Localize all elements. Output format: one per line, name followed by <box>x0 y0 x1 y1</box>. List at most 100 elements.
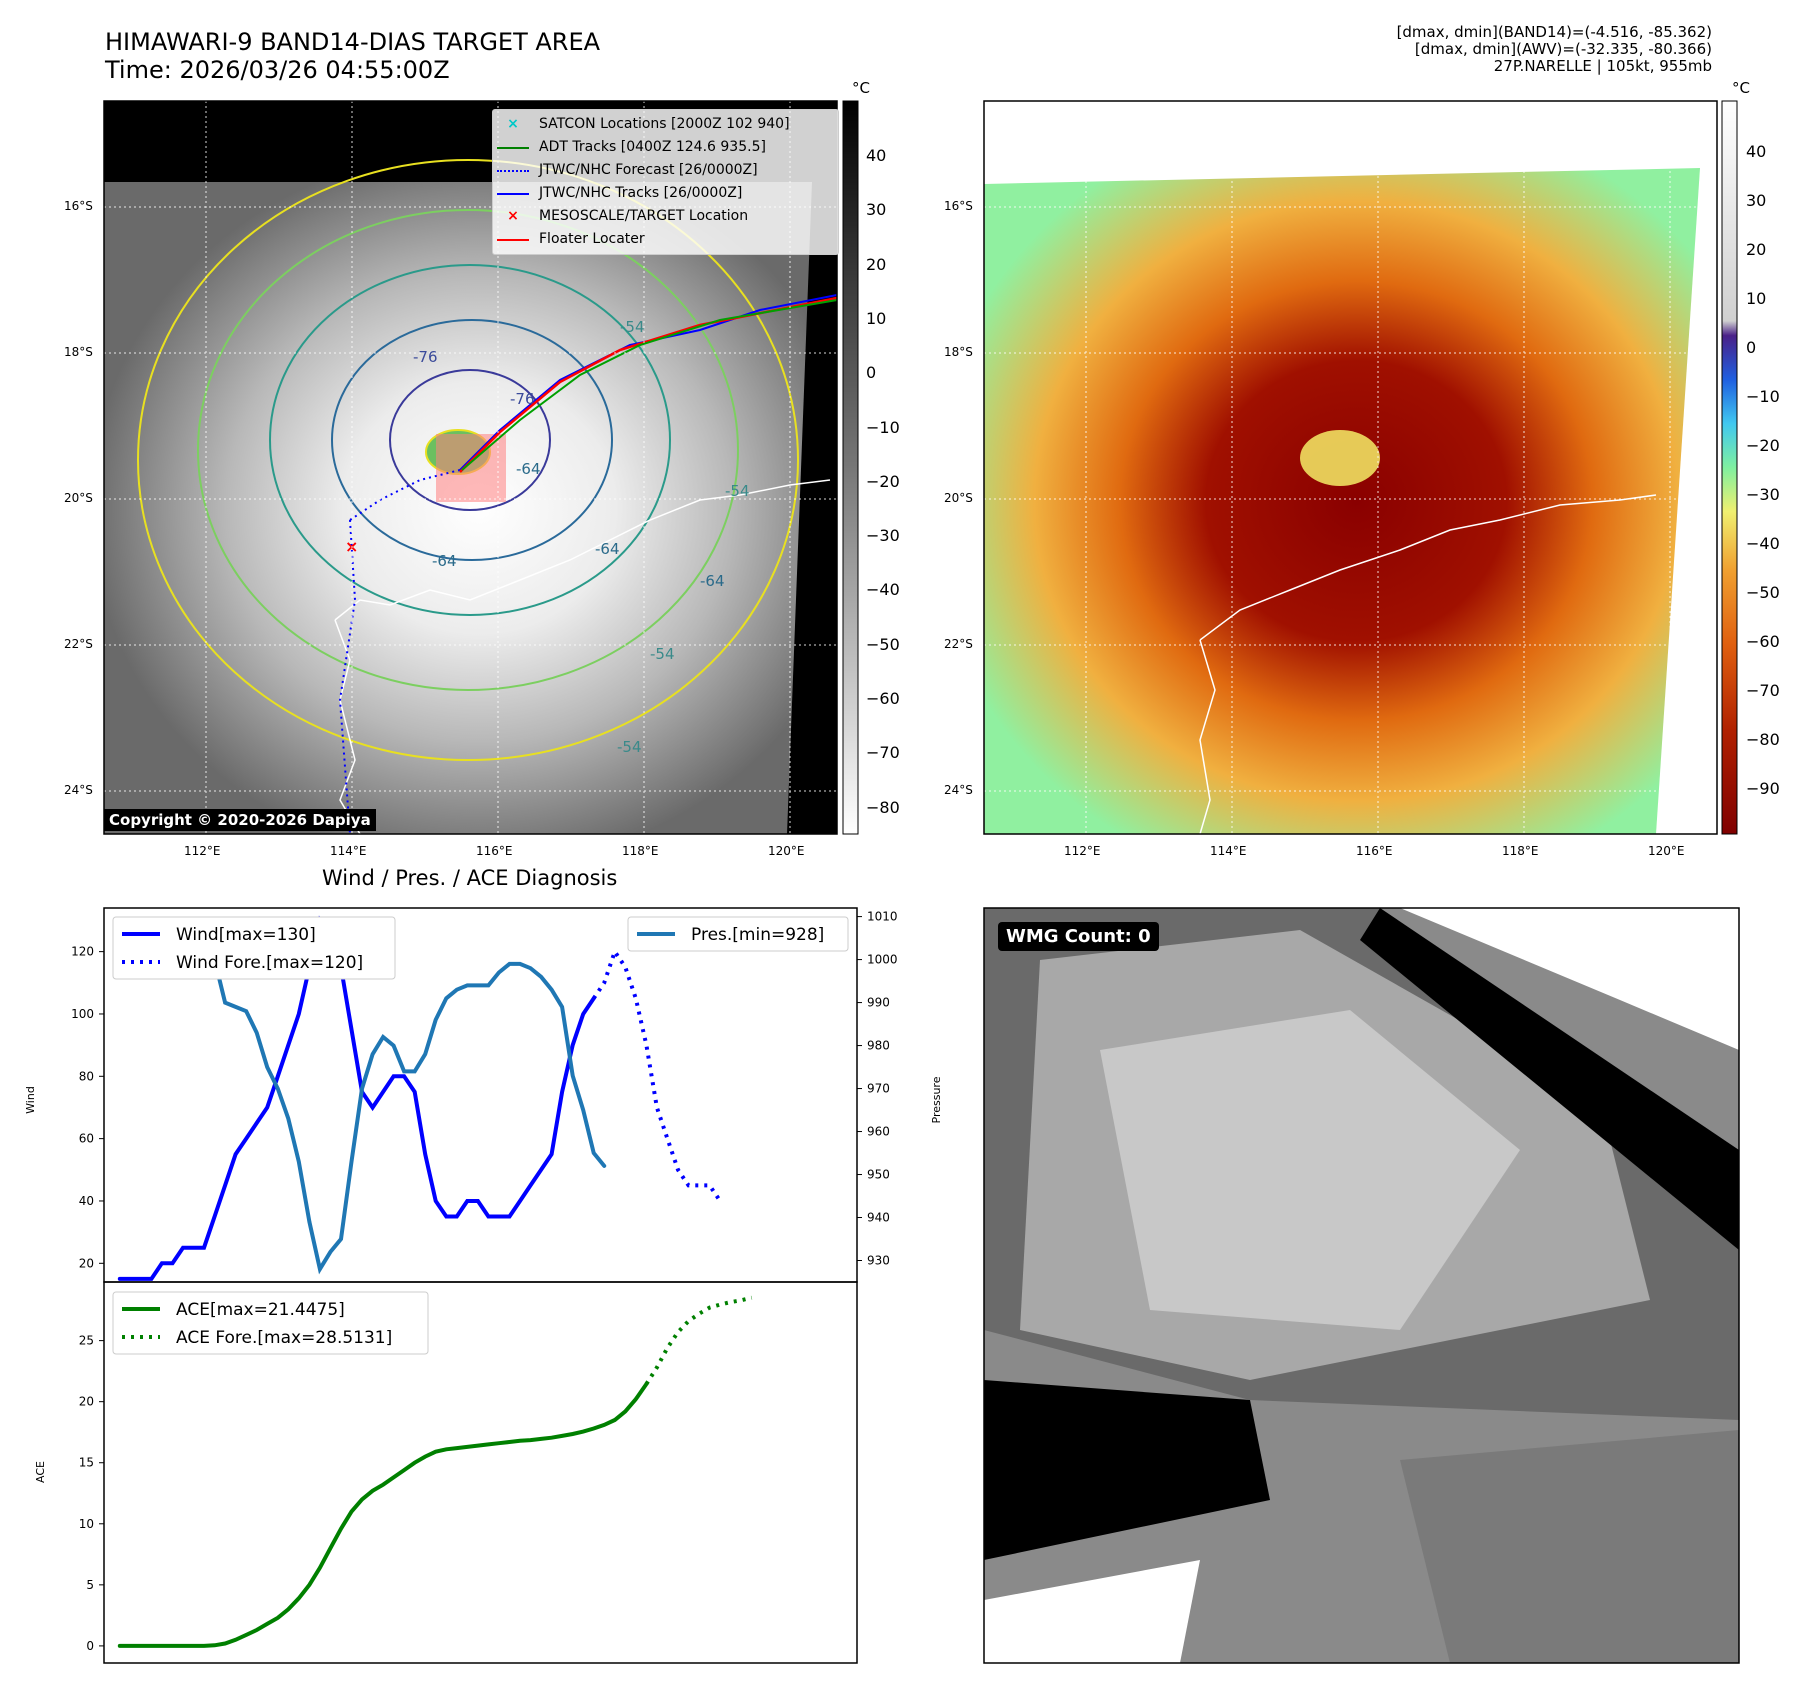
series-line <box>592 947 722 1203</box>
colorbar-tick: −10 <box>1746 387 1780 406</box>
colorbar-tick: 30 <box>866 200 887 220</box>
colorbar-tick: 20 <box>1746 240 1767 259</box>
contour-label: -64 <box>516 460 541 478</box>
contour-label: -64 <box>432 552 457 570</box>
colorbar-right <box>1721 100 1738 835</box>
colorbar-tick: −40 <box>866 580 900 600</box>
lon-tick: 112°E <box>1064 844 1101 858</box>
colorbar-tick: 10 <box>866 308 887 328</box>
series-line <box>117 1382 649 1648</box>
legend-entry: JTWC/NHC Forecast [26/0000Z] <box>497 159 834 182</box>
legend-swatch: × <box>507 208 519 224</box>
lat-tick: 16°S <box>944 199 973 213</box>
legend-label: ACE[max=21.4475] <box>176 1300 345 1320</box>
best-track <box>459 294 838 471</box>
series-line <box>117 915 596 1281</box>
y2-axis-label: Pressure <box>930 1076 943 1123</box>
lat-tick: 18°S <box>944 345 973 359</box>
forecast-track <box>349 469 461 521</box>
colorbar-tick: 30 <box>1746 191 1767 210</box>
legend-box <box>112 916 396 980</box>
lon-tick: 114°E <box>330 844 367 858</box>
lat-tick: 20°S <box>944 491 973 505</box>
y-tick-label: 120 <box>71 945 94 959</box>
target-box <box>436 434 506 502</box>
colorbar-tick: −10 <box>866 417 900 437</box>
colorbar-tick: −80 <box>866 797 900 817</box>
colorbar-tick: −90 <box>1746 779 1780 798</box>
legend-box <box>112 1291 429 1355</box>
colorbar-tick: −50 <box>866 634 900 654</box>
contour-label: -76 <box>413 348 438 366</box>
legend-label: ADT Tracks [0400Z 124.6 935.5] <box>539 139 766 155</box>
info-line2: [dmax, dmin](AWV)=(-32.335, -80.366) <box>1414 40 1712 58</box>
lon-tick: 120°E <box>1648 844 1685 858</box>
y-tick-label: 80 <box>79 1069 94 1083</box>
legend-label: SATCON Locations [2000Z 102 940] <box>539 116 790 132</box>
lat-tick: 22°S <box>944 637 973 651</box>
y-tick-label: 25 <box>79 1334 94 1348</box>
legend-label: Pres.[min=928] <box>691 925 824 945</box>
y-axis-label: ACE <box>34 1461 47 1483</box>
colorbar-tick: 40 <box>1746 142 1767 161</box>
colorbar-tick: −70 <box>866 743 900 763</box>
lat-tick: 16°S <box>64 199 93 213</box>
colorbar-tick: 20 <box>866 254 887 274</box>
y-tick-label: 15 <box>79 1456 94 1470</box>
colorbar-tick: −20 <box>866 471 900 491</box>
figure-title-line2: Time: 2026/03/26 04:55:00Z <box>105 56 450 84</box>
chart-title: Wind / Pres. / ACE Diagnosis <box>322 866 618 890</box>
wmg-panel <box>983 907 1740 1664</box>
colorbar-tick: −80 <box>1746 730 1780 749</box>
colorbar-tick: −30 <box>866 526 900 546</box>
wmg-count-label: WMG Count: 0 <box>998 922 1159 951</box>
awv-map-panel <box>983 100 1718 835</box>
info-line1: [dmax, dmin](BAND14)=(-4.516, -85.362) <box>1396 23 1712 41</box>
lon-tick: 114°E <box>1210 844 1247 858</box>
y2-tick-label: 940 <box>867 1211 890 1225</box>
legend-swatch <box>497 169 529 172</box>
contour-label: -76 <box>510 390 535 408</box>
contour-label: -64 <box>700 572 725 590</box>
y-tick-label: 20 <box>79 1395 94 1409</box>
colorbar-tick: 0 <box>1746 338 1757 357</box>
colorbar-tick: −30 <box>1746 485 1780 504</box>
lon-tick: 116°E <box>476 844 513 858</box>
lon-tick: 112°E <box>184 844 221 858</box>
lat-tick: 18°S <box>64 345 93 359</box>
colorbar-tick: −40 <box>1746 534 1780 553</box>
figure-title-line1: HIMAWARI-9 BAND14-DIAS TARGET AREA <box>105 28 601 56</box>
series-line <box>117 927 607 1275</box>
lon-tick: 116°E <box>1356 844 1393 858</box>
y2-tick-label: 990 <box>867 996 890 1010</box>
legend-label: Wind Fore.[max=120] <box>176 953 363 973</box>
y-tick-label: 100 <box>71 1007 94 1021</box>
contour-label: -54 <box>620 318 645 336</box>
y2-tick-label: 950 <box>867 1168 890 1182</box>
colorbar-tick: 0 <box>866 363 877 383</box>
legend-swatch <box>497 192 529 195</box>
colorbar-tick: 10 <box>1746 289 1767 308</box>
map-legend: × SATCON Locations [2000Z 102 940] ADT Tra… <box>492 109 839 255</box>
lat-tick: 24°S <box>944 783 973 797</box>
contour-label: -64 <box>595 540 620 558</box>
colorbar-tick: −60 <box>1746 632 1780 651</box>
y-tick-label: 40 <box>79 1194 94 1208</box>
colorbar-tick: 40 <box>866 146 887 165</box>
colorbar-tick: −20 <box>1746 436 1780 455</box>
awv-image <box>984 168 1700 834</box>
contour-label: -54 <box>725 482 750 500</box>
legend-entry: Floater Locater <box>497 228 834 251</box>
lat-tick: 22°S <box>64 637 93 651</box>
info-line3: 27P.NARELLE | 105kt, 955mb <box>1493 57 1712 75</box>
y2-tick-label: 1010 <box>867 910 898 924</box>
y-tick-label: 60 <box>79 1132 94 1146</box>
colorbar-tick: −50 <box>1746 583 1780 602</box>
colorbar-tick: −60 <box>866 689 900 708</box>
y-tick-label: 5 <box>86 1578 94 1592</box>
lon-tick: 118°E <box>1502 844 1539 858</box>
legend-label: MESOSCALE/TARGET Location <box>539 208 749 224</box>
y-tick-label: 10 <box>79 1517 94 1531</box>
legend-swatch: × <box>507 116 519 132</box>
